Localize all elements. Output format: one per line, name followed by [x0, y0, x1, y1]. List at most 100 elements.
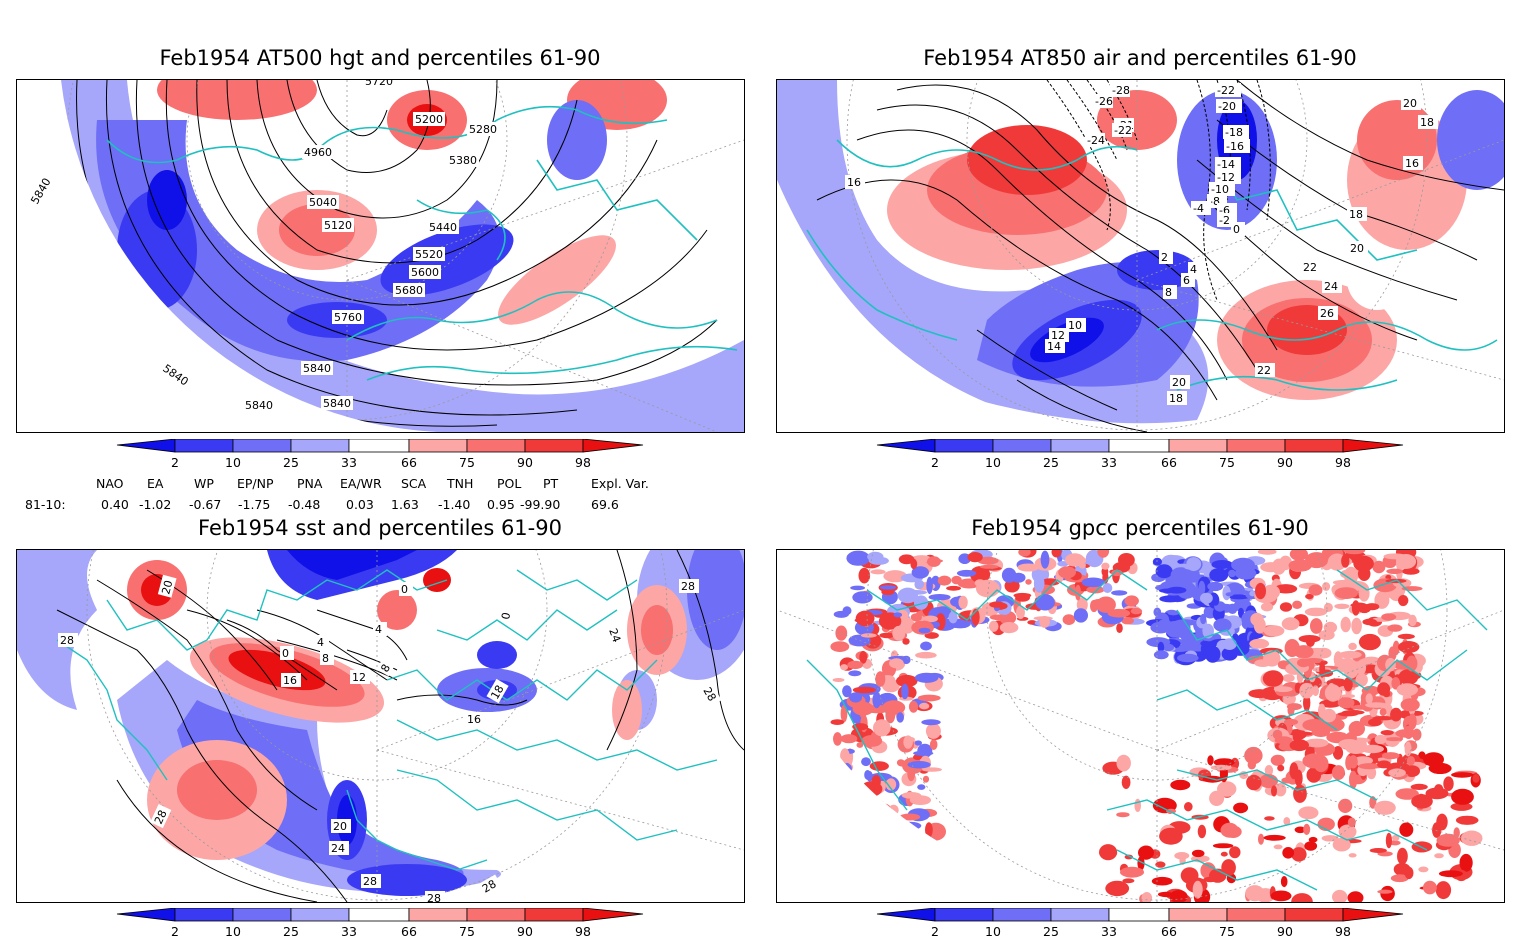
precip-blob: [1358, 763, 1380, 770]
precip-blob: [861, 735, 883, 747]
precip-percentile-field: [827, 550, 1483, 902]
precip-blob: [1257, 550, 1277, 555]
index-header: POL: [497, 476, 522, 491]
colorbar-bottom-left: 2 10 25 33 66 75 90 98: [115, 907, 645, 940]
colorbar-svg: 2 10 25 33 66 75 90 98: [876, 438, 1404, 470]
precip-blob: [1169, 890, 1188, 902]
precip-blob: [854, 809, 874, 823]
map-panel-hgt: 4960 5040 5120 5200 5280 5380 5440 5520 …: [16, 79, 745, 433]
precip-blob: [1122, 878, 1135, 884]
precip-blob: [1332, 889, 1348, 902]
colorbar-tick-label: 90: [1277, 924, 1293, 939]
colorbar-segment: [466, 438, 526, 453]
precip-blob: [1197, 824, 1207, 839]
precip-blob: [1302, 719, 1326, 732]
contour-label: 5440: [429, 221, 457, 234]
precip-blob: [1408, 713, 1417, 730]
colorbar-top-left: 2 10 25 33 66 75 90 98: [115, 438, 645, 475]
precip-blob: [1184, 802, 1193, 812]
precip-blob: [1035, 594, 1055, 611]
contour-label: 16: [1405, 157, 1419, 170]
precip-blob: [1348, 720, 1365, 737]
precip-blob: [1451, 772, 1474, 778]
index-header: PNA: [297, 476, 323, 491]
precip-blob: [887, 828, 898, 836]
precip-blob: [1308, 584, 1323, 596]
precip-blob: [914, 579, 925, 590]
precip-blob: [1289, 739, 1309, 752]
contour-label: 24: [1324, 280, 1338, 293]
precip-blob: [1225, 592, 1234, 597]
contour-label: 4: [317, 636, 324, 649]
precip-blob: [874, 814, 897, 829]
precip-blob: [1249, 590, 1256, 597]
precip-blob: [1400, 698, 1420, 712]
precip-blob: [901, 683, 909, 700]
precip-blob: [1155, 564, 1173, 579]
precip-blob: [837, 826, 849, 843]
contour-label: 20: [159, 579, 175, 596]
precip-blob: [1411, 794, 1433, 809]
precip-blob: [1138, 845, 1154, 860]
precip-blob: [896, 674, 918, 688]
precip-blob: [1209, 568, 1229, 582]
precip-blob: [920, 641, 932, 651]
precip-blob: [854, 618, 865, 623]
precip-blob: [1096, 596, 1116, 613]
contour-label: 4: [1190, 263, 1197, 276]
colorbar-segment: [524, 907, 584, 922]
precip-blob: [967, 552, 983, 563]
contour-label: -24: [1087, 134, 1105, 147]
precip-blob: [1062, 614, 1076, 625]
precip-blob: [1111, 590, 1128, 596]
precip-blob: [1058, 566, 1076, 579]
contour-label: 16: [467, 713, 481, 726]
precip-blob: [1051, 550, 1062, 558]
precip-blob: [913, 750, 934, 756]
precip-blob: [929, 739, 938, 750]
precip-blob: [1338, 798, 1353, 813]
precip-blob: [1302, 753, 1326, 769]
colorbar-tick-label: 25: [1043, 455, 1059, 470]
precip-blob: [852, 686, 876, 694]
precip-blob: [1027, 620, 1037, 625]
contour-label: 18: [488, 683, 506, 702]
precip-blob: [867, 801, 885, 810]
contour-label: 28: [700, 685, 718, 704]
contour-label: 2: [1161, 251, 1168, 264]
colorbar-segment: [1284, 907, 1344, 922]
map-hgt: 4960 5040 5120 5200 5280 5380 5440 5520 …: [26, 80, 744, 432]
precip-blob: [840, 664, 848, 671]
contour-label: -20: [1218, 100, 1236, 113]
precip-blob: [1392, 640, 1400, 656]
precip-blob: [925, 822, 933, 838]
contour-label: 28: [427, 892, 441, 902]
precip-blob: [848, 670, 862, 677]
precip-blob: [989, 614, 1009, 621]
precip-blob: [1249, 638, 1270, 649]
precip-blob: [832, 678, 845, 682]
precip-blob: [956, 569, 977, 577]
precip-blob: [1385, 832, 1392, 849]
precip-blob: [1217, 781, 1237, 797]
precip-blob: [1298, 806, 1319, 820]
precip-blob: [1040, 550, 1050, 569]
colorbar-tick-label: 66: [401, 455, 417, 470]
precip-blob: [1150, 621, 1171, 634]
colorbar-high-triangle: [1342, 438, 1404, 453]
precip-blob: [921, 719, 941, 726]
precip-blob: [1397, 847, 1408, 865]
precip-blob: [1263, 834, 1286, 841]
precip-blob: [1380, 730, 1394, 736]
precip-blob: [1254, 659, 1272, 667]
precip-blob: [1323, 621, 1338, 634]
contour-label: 28: [60, 634, 74, 647]
precip-blob: [835, 791, 850, 802]
precip-blob: [875, 671, 886, 687]
precip-blob: [1332, 746, 1344, 760]
precip-blob: [1349, 770, 1358, 789]
precip-blob: [1395, 788, 1419, 800]
precip-blob: [1319, 660, 1326, 678]
precip-blob: [1399, 822, 1414, 837]
map-panel-gpcc: [776, 549, 1505, 903]
